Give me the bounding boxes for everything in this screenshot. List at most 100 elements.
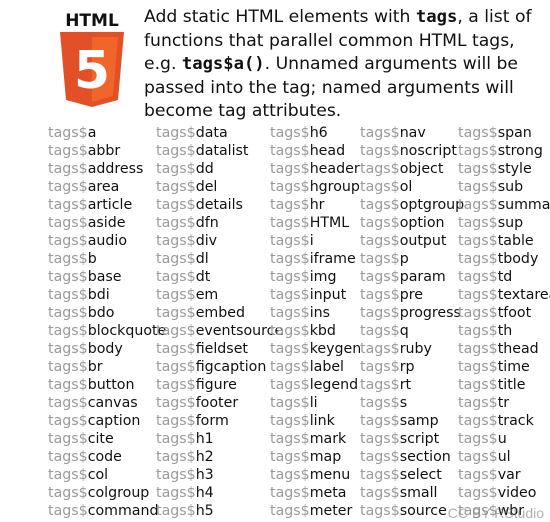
tag-name: rp [399,359,415,375]
tag-prefix: tags$ [156,197,196,213]
tag-name: img [309,269,337,285]
tag-item: tags$colgroup [48,484,166,502]
tag-name: script [399,431,440,447]
tag-prefix: tags$ [156,323,196,339]
tag-name: address [87,161,144,177]
tag-name: a [87,125,97,141]
tag-item: tags$dd [156,160,283,178]
tag-item: tags$menu [270,466,361,484]
tag-name: source [399,503,447,519]
tag-name: var [497,467,521,483]
tag-name: wbr [497,503,525,519]
tag-name: body [87,341,123,357]
tag-name: embed [195,305,245,321]
tag-prefix: tags$ [48,215,88,231]
tags-column: tags$data tags$datalist tags$dd tags$del tag… [156,124,283,520]
tag-prefix: tags$ [270,197,310,213]
tag-name: figcaption [195,359,267,375]
tag-name: pre [399,287,423,303]
tag-item: tags$tr [458,394,550,412]
tag-prefix: tags$ [270,377,310,393]
tag-name: nav [399,125,426,141]
tag-name: param [399,269,446,285]
tag-name: summary [497,197,550,213]
tag-prefix: tags$ [156,251,196,267]
tag-item: tags$dt [156,268,283,286]
tag-prefix: tags$ [270,161,310,177]
tag-prefix: tags$ [360,467,400,483]
tag-name: tbody [497,251,539,267]
tag-item: tags$input [270,286,361,304]
tag-item: tags$ol [360,178,464,196]
tag-name: colgroup [87,485,150,501]
tag-item: tags$bdi [48,286,166,304]
tag-prefix: tags$ [48,251,88,267]
tag-prefix: tags$ [360,125,400,141]
tag-name: title [497,377,526,393]
tag-name: datalist [195,143,249,159]
tag-name: span [497,125,532,141]
tag-item: tags$optgroup [360,196,464,214]
tag-prefix: tags$ [458,197,498,213]
tag-name: section [399,449,451,465]
tag-item: tags$rt [360,376,464,394]
tag-prefix: tags$ [48,395,88,411]
tags-column: tags$nav tags$noscript tags$object tags$ol t… [360,124,464,520]
tag-item: tags$meter [270,502,361,520]
tag-name: map [309,449,342,465]
tag-prefix: tags$ [156,125,196,141]
tag-item: tags$li [270,394,361,412]
tags-column: tags$span tags$strong tags$style tags$sub ta… [458,124,550,520]
tag-name: keygen [309,341,362,357]
tag-prefix: tags$ [458,251,498,267]
tag-name: em [195,287,219,303]
tag-prefix: tags$ [156,377,196,393]
tag-prefix: tags$ [48,269,88,285]
tag-item: tags$textarea [458,286,550,304]
tag-item: tags$td [458,268,550,286]
tag-prefix: tags$ [458,161,498,177]
tag-item: tags$keygen [270,340,361,358]
tag-name: sub [497,179,524,195]
tag-item: tags$cite [48,430,166,448]
tag-item: tags$code [48,448,166,466]
tag-name: sup [497,215,524,231]
tag-prefix: tags$ [458,143,498,159]
tag-name: samp [399,413,439,429]
tag-prefix: tags$ [360,287,400,303]
tag-prefix: tags$ [360,377,400,393]
tag-item: tags$time [458,358,550,376]
tag-prefix: tags$ [156,503,196,519]
tag-name: eventsource [195,323,284,339]
tag-item: tags$area [48,178,166,196]
tag-name: rt [399,377,412,393]
tag-name: h3 [195,467,214,483]
tag-item: tags$dfn [156,214,283,232]
tag-name: head [309,143,346,159]
tag-name: caption [87,413,141,429]
tag-item: tags$h5 [156,502,283,520]
tag-name: s [399,395,408,411]
tag-prefix: tags$ [360,323,400,339]
tag-prefix: tags$ [458,467,498,483]
tag-prefix: tags$ [270,431,310,447]
tag-prefix: tags$ [156,413,196,429]
tag-prefix: tags$ [360,431,400,447]
tag-item: tags$figure [156,376,283,394]
tag-prefix: tags$ [458,413,498,429]
tag-prefix: tags$ [270,413,310,429]
tag-prefix: tags$ [48,467,88,483]
tag-item: tags$track [458,412,550,430]
tag-item: tags$ins [270,304,361,322]
tag-item: tags$kbd [270,322,361,340]
tag-prefix: tags$ [458,359,498,375]
tag-name: div [195,233,218,249]
tag-name: small [399,485,438,501]
tag-prefix: tags$ [458,377,498,393]
tag-name: textarea [497,287,550,303]
tag-item: tags$embed [156,304,283,322]
tag-prefix: tags$ [48,179,88,195]
tag-name: bdi [87,287,110,303]
tag-item: tags$nav [360,124,464,142]
tag-prefix: tags$ [156,161,196,177]
